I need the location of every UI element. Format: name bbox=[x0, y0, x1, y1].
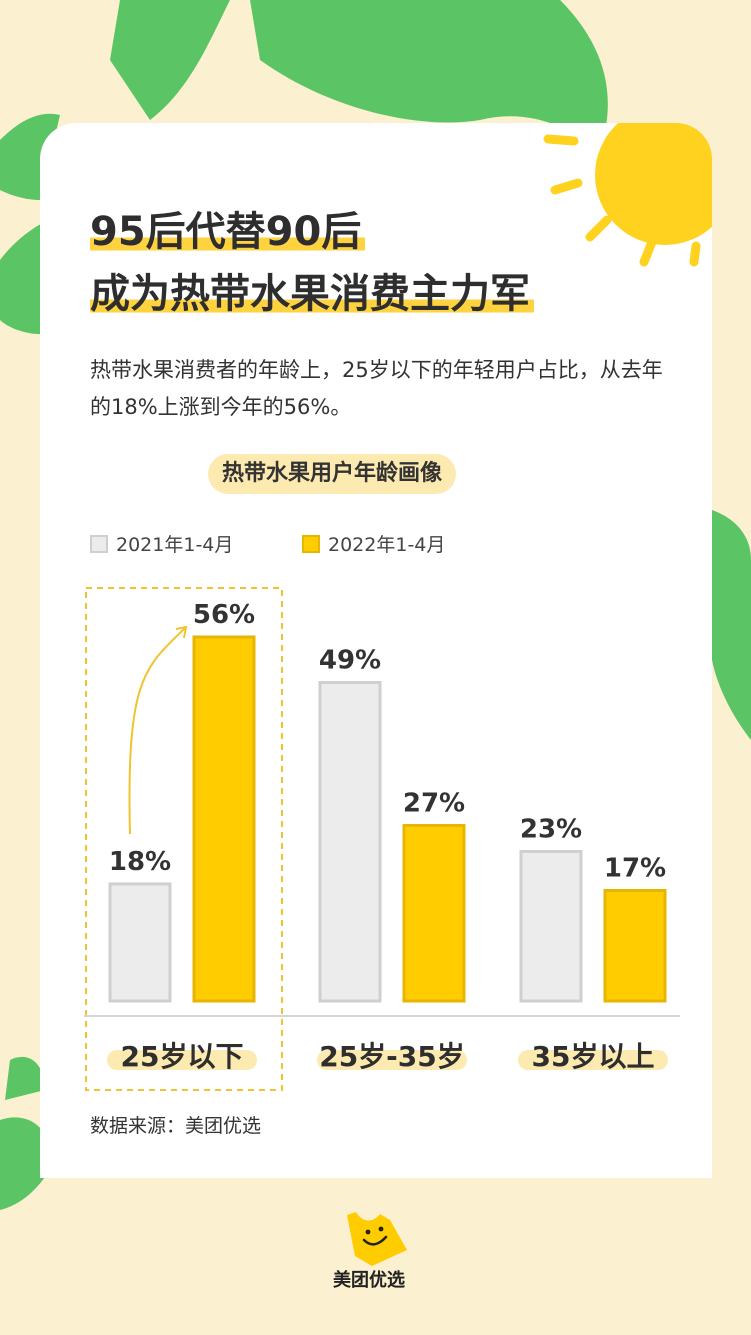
highlight-box bbox=[85, 587, 283, 1091]
category-label-0: 25岁以下 bbox=[121, 1040, 244, 1073]
legend-item-2021: 2021年1-4月 bbox=[90, 530, 233, 557]
data-source: 数据来源：美团优选 bbox=[90, 1115, 262, 1137]
category-highlight-1 bbox=[317, 1050, 467, 1070]
bar-1-1 bbox=[402, 824, 466, 1003]
data-label-0-1: 49% bbox=[319, 646, 381, 676]
legend-item-2022: 2022年1-4月 bbox=[302, 530, 445, 557]
legend-label-2022: 2022年1-4月 bbox=[328, 534, 446, 556]
description-text: 热带水果消费者的年龄上，25岁以下的年轻用户占比，从去年的18%上涨到今年的56… bbox=[90, 358, 663, 419]
data-label-1-2: 17% bbox=[604, 854, 666, 884]
category-highlight-0 bbox=[107, 1050, 257, 1070]
data-label-0-2: 23% bbox=[520, 815, 582, 845]
category-highlight-2 bbox=[518, 1050, 668, 1070]
legend-label-2021: 2021年1-4月 bbox=[116, 534, 234, 556]
data-label-0-0: 18% bbox=[109, 847, 171, 877]
growth-arrow bbox=[128, 626, 187, 835]
bar-0-0 bbox=[108, 882, 172, 1003]
page-title-line-1: 95后代替90后 bbox=[90, 207, 366, 257]
chart-title: 热带水果用户年龄画像 bbox=[208, 454, 457, 494]
data-label-1-0: 56% bbox=[193, 600, 255, 630]
bar-1-0 bbox=[192, 635, 256, 1003]
growth-arrow-head bbox=[175, 625, 188, 639]
data-label-1-1: 27% bbox=[403, 789, 465, 819]
legend-swatch-2021 bbox=[90, 534, 108, 553]
category-label-1: 25岁-35岁 bbox=[319, 1040, 465, 1073]
category-label-2: 35岁以上 bbox=[532, 1040, 655, 1073]
brand-name: 美团优选 bbox=[333, 1270, 405, 1291]
bar-0-2 bbox=[519, 850, 583, 1003]
legend-swatch-2022 bbox=[302, 534, 320, 553]
bar-0-1 bbox=[318, 681, 382, 1003]
page-title-line-2: 成为热带水果消费主力军 bbox=[90, 269, 534, 319]
bar-1-2 bbox=[603, 889, 667, 1003]
